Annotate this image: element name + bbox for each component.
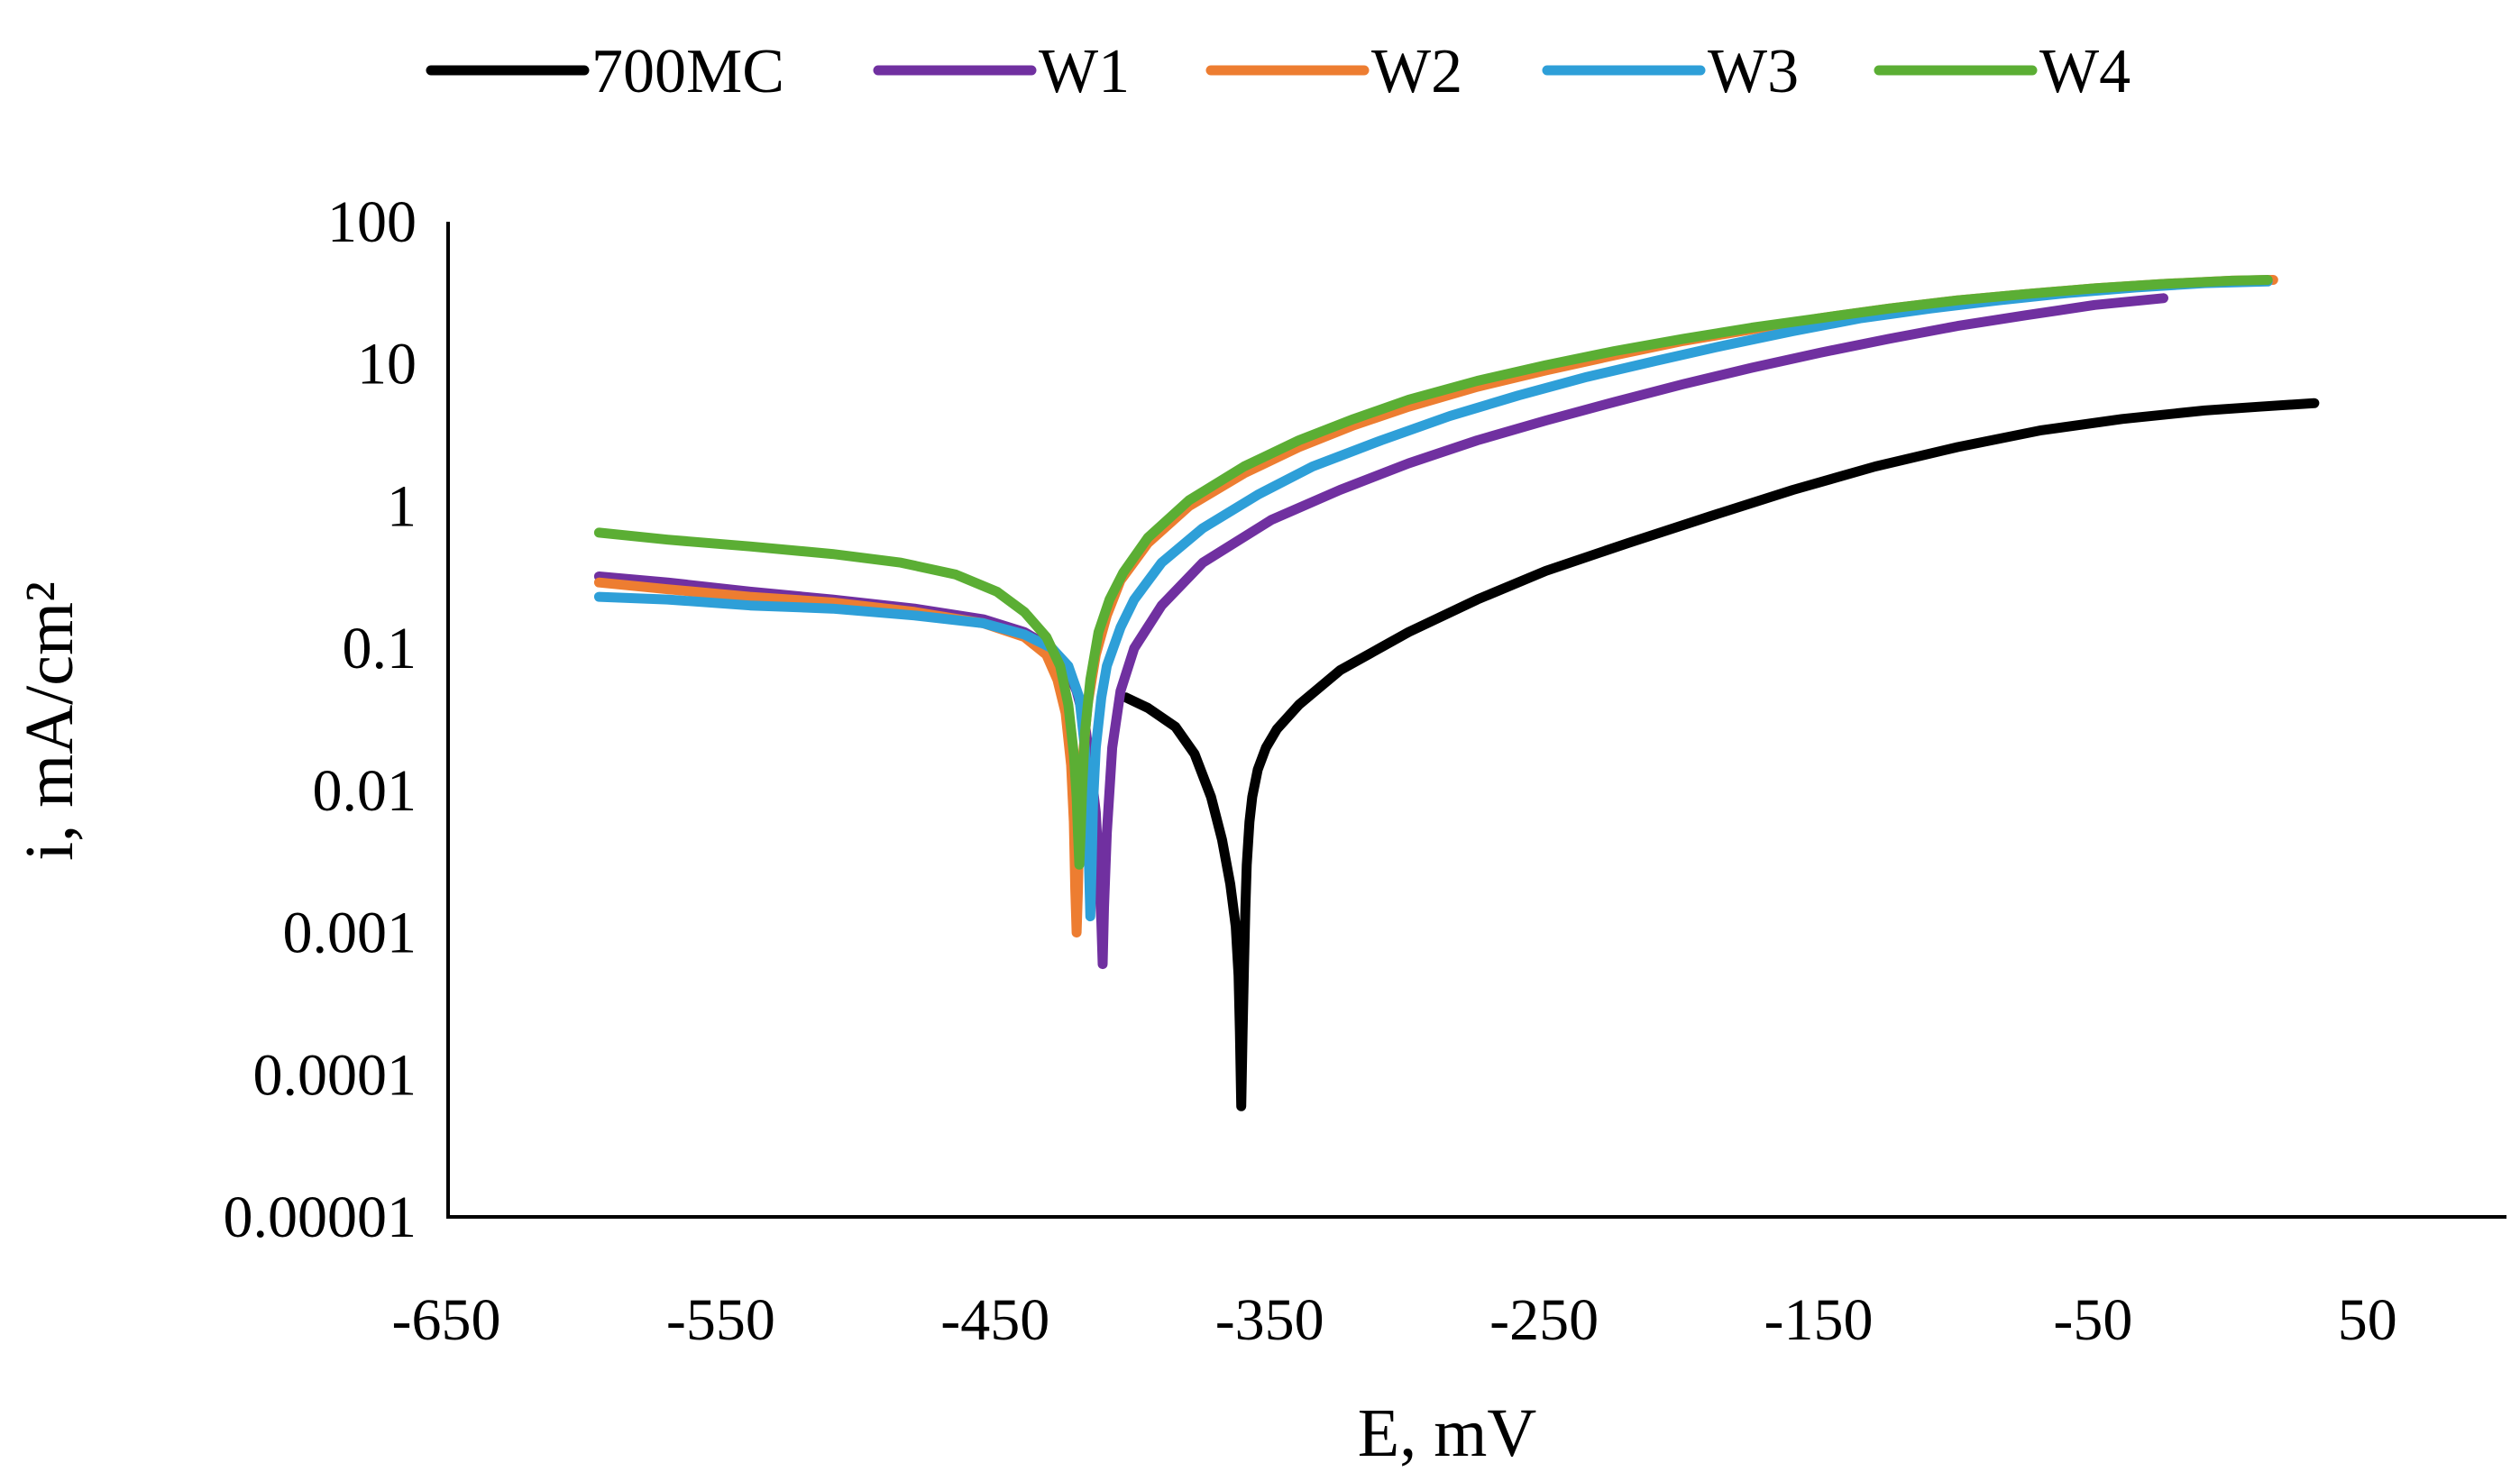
legend-item-700mc: 700MC	[426, 37, 784, 106]
y-tick-label: 100	[327, 189, 417, 255]
y-tick-label: 0.0001	[253, 1042, 417, 1108]
axes	[446, 222, 2506, 1219]
y-tick-label: 0.001	[283, 900, 417, 966]
legend-label: W2	[1371, 37, 1462, 106]
series-line-w4	[593, 275, 2273, 870]
legend-item-w1: W1	[873, 37, 1130, 106]
y-tick-label: 0.00001	[224, 1184, 417, 1250]
y-tick-labels: 0.00001 0.0001 0.001 0.01 0.1 1 10 100	[224, 189, 417, 1250]
legend-label: W3	[1708, 37, 1799, 106]
y-tick-label: 10	[357, 332, 417, 398]
x-tick-label: -450	[940, 1287, 1049, 1353]
series-lines	[593, 275, 2320, 1111]
x-tick-label: -350	[1215, 1287, 1324, 1353]
x-tick-label: -250	[1489, 1287, 1599, 1353]
y-tick-label: 0.01	[313, 758, 417, 824]
y-tick-label: 1	[387, 473, 417, 539]
x-tick-labels: -650 -550 -450 -350 -250 -150 -50 50	[392, 1287, 2397, 1353]
y-tick-label: 0.1	[343, 616, 417, 681]
x-tick-label: -550	[666, 1287, 775, 1353]
x-tick-label: -150	[1764, 1287, 1874, 1353]
x-tick-label: -50	[2053, 1287, 2132, 1353]
legend-item-w2: W2	[1205, 37, 1462, 106]
x-tick-label: 50	[2338, 1287, 2397, 1353]
legend-label: W4	[2039, 37, 2131, 106]
x-axis-title: E, mV	[1358, 1395, 1537, 1471]
legend-label: W1	[1039, 37, 1130, 106]
legend-label: 700MC	[591, 37, 784, 106]
legend-item-w4: W4	[1874, 37, 2131, 106]
series-line-700mc	[1121, 398, 2320, 1111]
legend: 700MC W1 W2 W3 W4	[426, 37, 2131, 106]
y-axis-title: i, mA/cm²	[12, 581, 87, 861]
x-tick-label: -650	[392, 1287, 501, 1353]
series-line-w1	[593, 293, 2168, 970]
legend-item-w3: W3	[1542, 37, 1799, 106]
series-line-w3	[593, 276, 2273, 922]
